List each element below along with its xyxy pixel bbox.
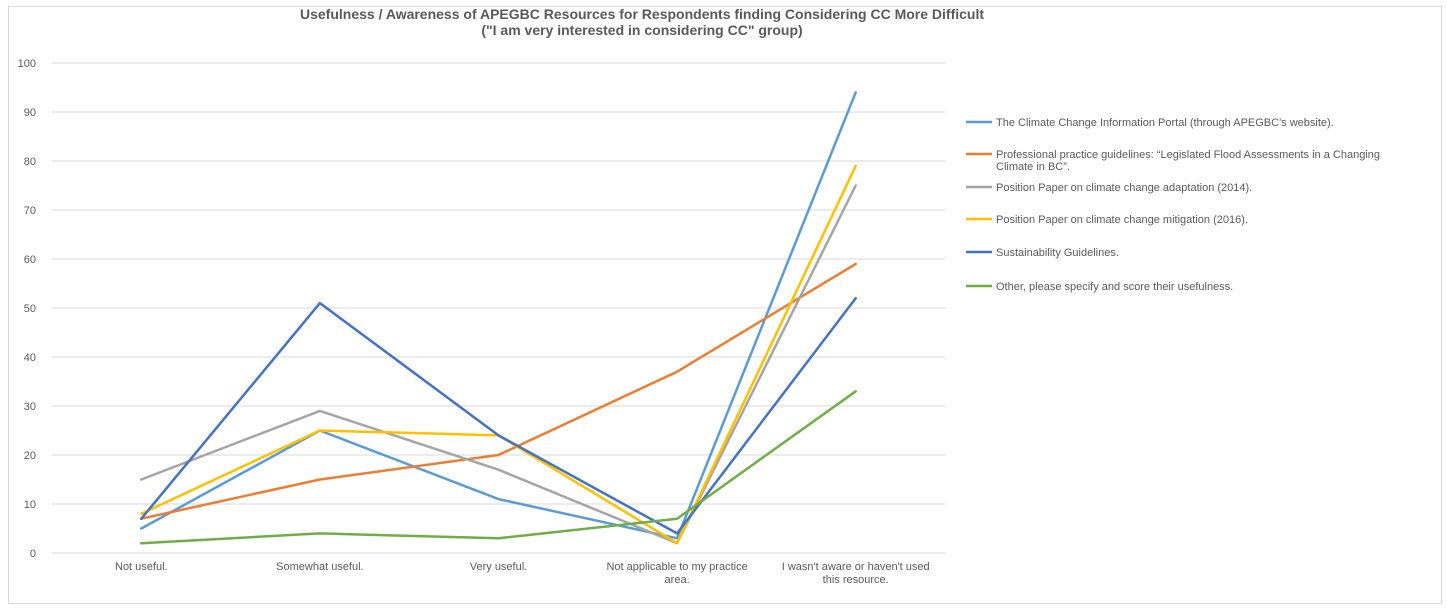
gridlines (52, 62, 945, 554)
legend-label: Other, please specify and score their us… (996, 281, 1233, 293)
y-tick-label: 50 (24, 303, 36, 315)
y-tick-label: 60 (24, 254, 36, 266)
legend-label: The Climate Change Information Portal (t… (996, 117, 1334, 129)
y-tick-label: 10 (24, 499, 36, 511)
legend-label: Sustainability Guidelines. (996, 247, 1119, 259)
chart-title-line-1: Usefulness / Awareness of APEGBC Resourc… (299, 6, 985, 22)
y-tick-label: 30 (24, 401, 36, 413)
series-lines (140, 91, 857, 545)
series-line (140, 262, 857, 520)
y-axis-ticks: 0 10 20 30 40 50 60 70 80 90 100 (18, 58, 36, 560)
legend-label: Professional practice guidelines: “Legis… (996, 149, 1380, 173)
y-tick-label: 90 (24, 107, 36, 119)
y-tick-label: 80 (24, 156, 36, 168)
x-tick-label: Not useful. (115, 561, 168, 573)
y-tick-label: 70 (24, 205, 36, 217)
x-tick-label: Very useful. (470, 561, 527, 573)
x-axis-ticks: Not useful. Somewhat useful. Very useful. N… (115, 561, 930, 586)
x-tick-label: I wasn't aware or haven't used this resou… (782, 561, 930, 586)
series-line (140, 184, 857, 545)
legend-label: Position Paper on climate change mitigat… (996, 214, 1248, 226)
y-tick-label: 40 (24, 352, 36, 364)
chart-title-line-2: ("I am very interested in considering CC… (481, 22, 803, 38)
y-tick-label: 0 (30, 548, 36, 560)
chart-title: Usefulness / Awareness of APEGBC Resourc… (0, 6, 1284, 38)
y-tick-label: 20 (24, 450, 36, 462)
y-tick-label: 100 (18, 58, 36, 70)
series-line (140, 390, 857, 545)
legend-label: Position Paper on climate change adaptat… (996, 182, 1252, 194)
series-line (140, 91, 857, 540)
legend: The Climate Change Information Portal (t… (966, 117, 1380, 293)
series-line (140, 164, 857, 545)
series-line (140, 296, 857, 535)
x-tick-label: Somewhat useful. (276, 561, 363, 573)
x-tick-label: Not applicable to my practice area. (606, 561, 747, 586)
